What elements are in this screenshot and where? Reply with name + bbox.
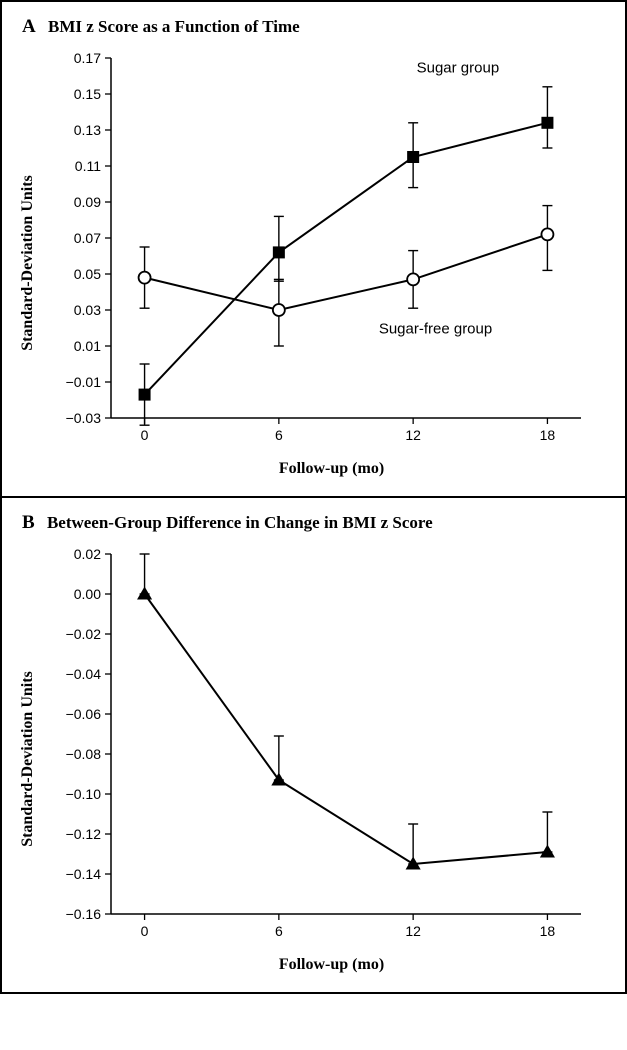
svg-text:0.17: 0.17 bbox=[74, 50, 101, 66]
svg-text:−0.14: −0.14 bbox=[66, 866, 102, 882]
panel-b-title-text: Between-Group Difference in Change in BM… bbox=[47, 513, 433, 532]
svg-text:0.02: 0.02 bbox=[74, 546, 101, 562]
figure-container: A BMI z Score as a Function of Time Stan… bbox=[0, 0, 627, 994]
panel-a-xlabel: Follow-up (mo) bbox=[56, 460, 607, 478]
svg-text:−0.01: −0.01 bbox=[66, 374, 102, 390]
panel-b-letter: B bbox=[22, 512, 35, 533]
panel-a-svg: −0.03 −0.01 0.01 0.03 0.05 0.07 0.09 0.11 0.13 0.… bbox=[56, 48, 599, 452]
svg-text:−0.03: −0.03 bbox=[66, 410, 102, 426]
panel-b-svg: −0.16 −0.14 −0.12 −0.10 −0.08 −0.06 −0.04 −0.02… bbox=[56, 544, 599, 948]
panel-b-ylabel: Standard-Deviation Units bbox=[19, 671, 37, 847]
svg-text:0.09: 0.09 bbox=[74, 194, 101, 210]
svg-text:0: 0 bbox=[141, 427, 149, 443]
panel-a-chart-wrap: Standard-Deviation Units −0.03−0.010.010… bbox=[56, 48, 607, 478]
panel-a-letter: A bbox=[22, 16, 36, 37]
svg-text:18: 18 bbox=[540, 427, 556, 443]
svg-text:6: 6 bbox=[275, 427, 283, 443]
panel-b: B Between-Group Difference in Change in … bbox=[2, 498, 625, 992]
svg-text:−0.04: −0.04 bbox=[66, 666, 102, 682]
svg-text:0.01: 0.01 bbox=[74, 338, 101, 354]
svg-text:0: 0 bbox=[141, 923, 149, 939]
svg-text:18: 18 bbox=[540, 923, 556, 939]
svg-text:0.11: 0.11 bbox=[75, 158, 101, 174]
panel-a-title-text: BMI z Score as a Function of Time bbox=[48, 17, 300, 36]
svg-text:Sugar group: Sugar group bbox=[417, 59, 500, 76]
svg-text:−0.02: −0.02 bbox=[66, 626, 102, 642]
panel-a-title: A BMI z Score as a Function of Time bbox=[22, 16, 607, 38]
panel-b-xlabel: Follow-up (mo) bbox=[56, 956, 607, 974]
svg-text:12: 12 bbox=[405, 923, 421, 939]
svg-text:−0.10: −0.10 bbox=[66, 786, 102, 802]
svg-text:−0.12: −0.12 bbox=[66, 826, 102, 842]
panel-b-title: B Between-Group Difference in Change in … bbox=[22, 512, 607, 534]
panel-a-ylabel: Standard-Deviation Units bbox=[19, 175, 37, 351]
svg-text:0.00: 0.00 bbox=[74, 586, 101, 602]
svg-text:0.03: 0.03 bbox=[74, 302, 101, 318]
svg-text:0.07: 0.07 bbox=[74, 230, 101, 246]
svg-text:Sugar-free group: Sugar-free group bbox=[379, 320, 492, 337]
svg-text:0.13: 0.13 bbox=[74, 122, 101, 138]
svg-text:−0.06: −0.06 bbox=[66, 706, 102, 722]
panel-b-chart-wrap: Standard-Deviation Units −0.16−0.14−0.12… bbox=[56, 544, 607, 974]
svg-text:−0.08: −0.08 bbox=[66, 746, 102, 762]
svg-text:0.05: 0.05 bbox=[74, 266, 101, 282]
svg-text:6: 6 bbox=[275, 923, 283, 939]
svg-text:−0.16: −0.16 bbox=[66, 906, 102, 922]
panel-a: A BMI z Score as a Function of Time Stan… bbox=[2, 2, 625, 498]
svg-text:12: 12 bbox=[405, 427, 421, 443]
svg-text:0.15: 0.15 bbox=[74, 86, 101, 102]
